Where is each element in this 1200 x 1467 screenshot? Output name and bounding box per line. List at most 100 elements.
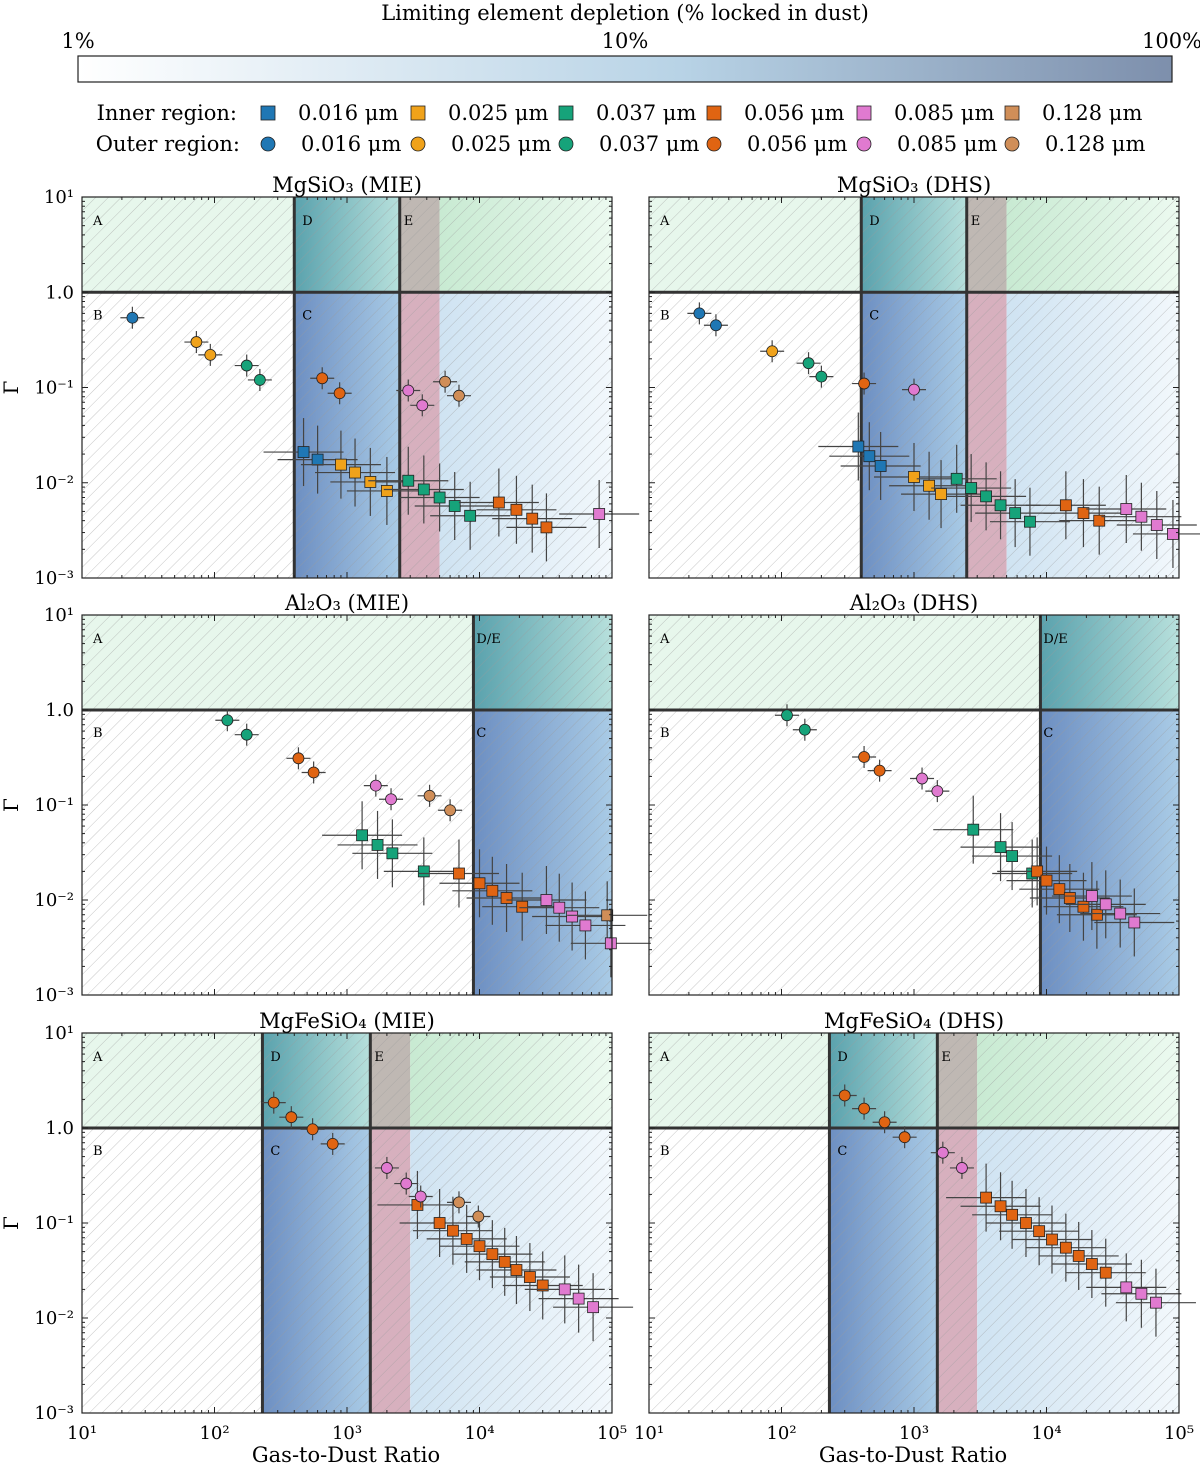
outer-point (240, 728, 253, 741)
colorbar-tick-100pct: 100% (1142, 29, 1200, 53)
x-tick-label: 10³ (899, 1423, 929, 1444)
inner-point (1128, 916, 1141, 929)
inner-point (460, 1233, 473, 1245)
panel-title: MgSiO₃ (DHS) (837, 173, 991, 197)
panel-title: Al₂O₃ (DHS) (849, 591, 979, 615)
region-label: D (270, 1050, 280, 1065)
inner-point (516, 900, 529, 913)
outer-point (267, 1096, 280, 1109)
chart-panel: A B D E C 10¹ 10² 10³ 10⁴ 10⁵ MgFeSiO₄ (DHS) (634, 1009, 1196, 1444)
y-tick-label: 10⁻¹ (34, 1213, 74, 1234)
inner-point (1033, 1225, 1046, 1238)
inner-point (1040, 874, 1053, 887)
region-label: C (837, 1144, 847, 1159)
inner-point (433, 1217, 446, 1229)
x-tick-label: 10⁴ (1031, 1423, 1061, 1444)
inner-point (311, 453, 324, 466)
region-label: A (659, 214, 670, 229)
x-tick-label: 10² (199, 1423, 229, 1444)
inner-point (448, 500, 461, 512)
panel-title: MgFeSiO₄ (MIE) (259, 1009, 435, 1033)
outer-point (766, 345, 779, 358)
inner-point (453, 867, 465, 880)
outer-point (878, 1116, 891, 1129)
hatch-overlay (649, 1033, 1179, 1413)
inner-point (492, 496, 505, 509)
outer-point (898, 1131, 911, 1144)
x-tick-label: 10¹ (634, 1423, 664, 1444)
outer-point (802, 357, 815, 370)
inner-point (1093, 514, 1106, 527)
outer-point (416, 399, 429, 412)
inner-point (566, 910, 579, 923)
inner-point (994, 499, 1007, 512)
legend-inner-label: Inner region: (97, 101, 237, 125)
y-tick-label: 10¹ (44, 187, 74, 208)
inner-point (1085, 1258, 1098, 1270)
inner-point (335, 458, 347, 471)
outer-point (439, 375, 451, 388)
outer-point (798, 723, 811, 736)
inner-point (371, 839, 384, 851)
inner-point (417, 865, 430, 878)
hatch-overlay (82, 197, 612, 578)
inner-point (601, 909, 614, 922)
inner-point (1020, 1217, 1032, 1229)
inner-point (1077, 900, 1090, 913)
region-label: C (270, 1144, 280, 1159)
outer-point (908, 383, 920, 396)
region-label: A (659, 632, 670, 647)
outer-point (858, 1102, 870, 1115)
inner-point (540, 894, 553, 906)
outer-point (307, 766, 320, 779)
legend-outer-marker (1004, 136, 1020, 152)
legend-inner-size: 0.056 μm (744, 101, 844, 125)
hatch-overlay (82, 615, 612, 995)
inner-point (1114, 907, 1127, 920)
outer-point (306, 1123, 319, 1136)
outer-point (472, 1210, 485, 1223)
inner-point (1085, 890, 1098, 902)
legend-inner-marker (260, 105, 276, 121)
region-label: E (404, 214, 414, 229)
inner-point (980, 1191, 992, 1204)
legend-inner-marker (1004, 105, 1020, 121)
panel-title: MgSiO₃ (MIE) (272, 173, 422, 197)
legend-inner-marker (856, 105, 872, 121)
y-tick-label: 1.0 (45, 1118, 74, 1139)
chart-panel: A B D E C 10¹ 1.0 10⁻¹ 10⁻² 10⁻³ Γ 10¹ 10² 10³ 10⁴ 10⁵ M… (0, 1009, 634, 1444)
legend-outer-marker (410, 136, 426, 152)
region-label: B (660, 726, 670, 741)
legend-outer-marker (260, 136, 276, 152)
inner-point (1006, 850, 1018, 862)
inner-point (473, 877, 486, 890)
hatch-overlay (82, 1033, 612, 1413)
region-label: D/E (1043, 632, 1067, 647)
inner-point (923, 479, 935, 492)
panel-title: MgFeSiO₄ (DHS) (824, 1009, 1004, 1033)
colorbar-title: Limiting element depletion (% locked in … (381, 1, 869, 25)
legend-outer-marker (706, 136, 722, 152)
legend-outer-marker (558, 136, 574, 152)
y-tick-label: 1.0 (45, 282, 74, 303)
panel-title: Al₂O₃ (MIE) (284, 591, 409, 615)
outer-point (815, 370, 828, 383)
legend: Inner region: Outer region: 0.016 μm 0.01… (96, 101, 1146, 156)
legend-outer-size: 0.016 μm (301, 132, 401, 156)
inner-point (579, 919, 592, 932)
y-tick-label: 10⁻³ (34, 1403, 74, 1424)
y-tick-label: 10⁻¹ (34, 378, 74, 399)
region-label: A (92, 1050, 103, 1065)
y-tick-label: 10⁻² (34, 1308, 74, 1329)
inner-point (994, 1200, 1007, 1213)
chart-panel: A B D/E C 10¹ 1.0 10⁻¹ 10⁻² 10⁻³ Γ Al₂O₃ (MIE) (0, 591, 651, 1006)
inner-point (587, 1301, 599, 1314)
chart-panel: A B D E C 10¹ 1.0 10⁻¹ 10⁻² 10⁻³ Γ MgSiO₃ (MIE) (0, 173, 640, 589)
region-label: E (374, 1050, 384, 1065)
inner-point (572, 1292, 585, 1305)
legend-inner-size: 0.085 μm (894, 101, 994, 125)
y-tick-label: 10⁻³ (34, 985, 74, 1006)
outer-point (838, 1089, 851, 1102)
outer-point (333, 387, 346, 400)
x-tick-label: 10⁵ (597, 1423, 627, 1444)
